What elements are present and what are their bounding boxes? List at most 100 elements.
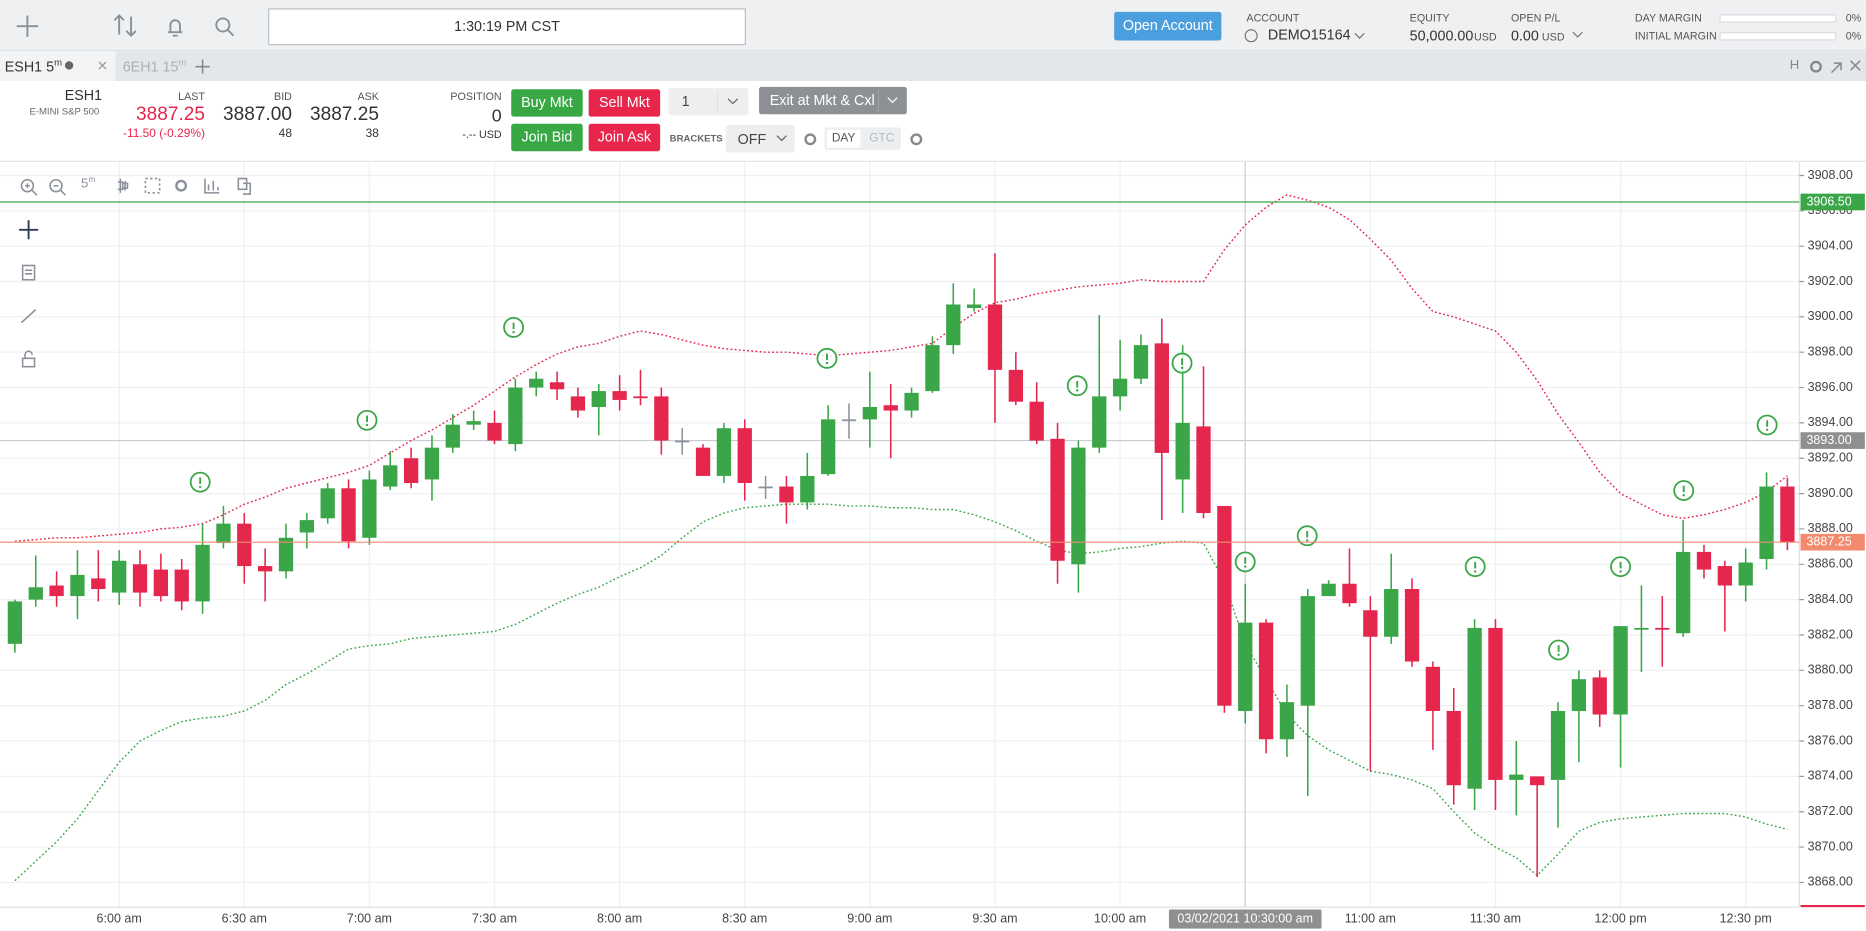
brackets-label: BRACKETS: [669, 133, 723, 145]
y-tick-label: 3896.00: [1808, 380, 1853, 394]
join-ask-button[interactable]: Join Ask: [588, 123, 661, 152]
search-icon[interactable]: [215, 17, 231, 33]
buy-market-button[interactable]: Buy Mkt: [511, 89, 583, 117]
sell-market-button[interactable]: Sell Mkt: [588, 89, 661, 117]
alert-dot: [1305, 539, 1309, 542]
y-tick-label: 3870.00: [1808, 839, 1853, 853]
chart-interval-value: 5: [81, 176, 89, 192]
candle-body: [7, 601, 23, 644]
exit-button[interactable]: Exit at Mkt & Cxl: [759, 86, 907, 115]
alert-icon[interactable]: [816, 347, 838, 369]
candle-body: [1613, 626, 1628, 715]
candle-body: [1759, 486, 1774, 559]
add-tab[interactable]: [191, 55, 215, 79]
open-account-button[interactable]: Open Account: [1114, 11, 1222, 41]
alert-dot: [825, 361, 829, 365]
candle-body: [257, 566, 273, 572]
tab-bar: [0, 51, 1866, 81]
account-id[interactable]: DEMO15164: [1267, 26, 1351, 43]
x-tick-label: 12:30 pm: [1720, 911, 1772, 925]
clock: 1:30:19 PM CST: [268, 8, 746, 46]
transfer-icon[interactable]: [113, 14, 137, 38]
layout-button[interactable]: H: [1789, 58, 1800, 73]
alert-icon[interactable]: [1464, 556, 1486, 578]
tif-toggle[interactable]: DAY GTC: [824, 127, 901, 151]
tab-active[interactable]: [0, 51, 116, 81]
tab-label[interactable]: ESH1 5m: [5, 57, 62, 75]
pl-chevron[interactable]: [1571, 29, 1588, 43]
account-label: ACCOUNT: [1246, 11, 1300, 24]
alert-icon[interactable]: [1171, 352, 1193, 374]
candle-body: [612, 391, 627, 400]
tif-gtc[interactable]: GTC: [869, 132, 895, 146]
candle-body: [1258, 622, 1274, 740]
alert-icon[interactable]: [1756, 414, 1778, 436]
y-tick-label: 3902.00: [1808, 274, 1853, 288]
candle-body: [445, 424, 460, 448]
candle-body: [841, 419, 857, 422]
pl: 0.00: [1510, 27, 1539, 45]
y-tick-label: 3884.00: [1808, 592, 1853, 606]
add-icon[interactable]: [16, 15, 39, 37]
bid-label: BID: [274, 90, 292, 103]
candle-body: [466, 421, 481, 425]
chart-interval[interactable]: 5m: [81, 176, 95, 191]
candle-body: [779, 486, 794, 503]
candle-body: [1363, 610, 1378, 637]
tab-label[interactable]: 6EH1 15m: [123, 57, 187, 75]
candle-body: [1488, 627, 1503, 780]
candle-body: [654, 396, 669, 441]
initial-margin: 0%: [1845, 29, 1862, 42]
alert-dot: [198, 485, 202, 489]
candle-body: [966, 304, 982, 309]
candle-body: [132, 564, 148, 593]
day-margin: 0%: [1845, 11, 1862, 24]
alert-icon[interactable]: [1066, 375, 1088, 397]
alert-icon[interactable]: [1296, 525, 1318, 547]
tab-symbol: 6EH1: [122, 58, 159, 76]
crosshair-time-label: 03/02/2021 10:30:00 am: [1177, 911, 1313, 925]
candle-body: [153, 569, 169, 597]
alert-icon[interactable]: [1234, 551, 1256, 573]
x-tick-label: 12:00 pm: [1595, 911, 1647, 925]
y-tick-label: 3904.00: [1808, 238, 1853, 252]
alert-icon[interactable]: [1673, 480, 1695, 501]
x-tick-label: 8:30 am: [722, 911, 767, 925]
alert-icon[interactable]: [356, 409, 378, 431]
quantity-select[interactable]: 1: [668, 88, 749, 116]
candle-body: [195, 544, 210, 602]
brackets-select[interactable]: OFF: [725, 125, 795, 153]
alert-icon[interactable]: [189, 471, 211, 493]
price-tag-label: 3906.50: [1806, 194, 1851, 208]
band-line: [14, 194, 1788, 543]
alert-dot: [1180, 366, 1184, 370]
candle-body: [987, 304, 1003, 370]
x-tick-label: 9:30 am: [972, 911, 1017, 925]
join-bid-button[interactable]: Join Bid: [511, 123, 583, 152]
x-tick-label: 7:00 am: [347, 911, 392, 925]
candle-body: [1780, 486, 1795, 543]
band-line: [14, 503, 1788, 882]
equity-label: EQUITY: [1409, 11, 1450, 24]
y-tick-label: 3880.00: [1808, 663, 1853, 677]
candle-body: [487, 422, 502, 441]
alert-icon[interactable]: [503, 316, 525, 338]
candle-body: [424, 447, 440, 480]
y-tick-label: 3876.00: [1808, 733, 1853, 747]
candle-body: [508, 387, 523, 445]
candle-body: [1634, 627, 1649, 630]
candle-body: [28, 587, 43, 600]
candle-body: [904, 392, 919, 411]
exit-chevron: [878, 89, 898, 112]
candle-body: [1112, 378, 1128, 397]
candle-body: [1342, 583, 1357, 604]
alert-icon[interactable]: [1548, 639, 1570, 661]
chart-interval-unit: m: [88, 176, 96, 185]
bell-icon[interactable]: [168, 19, 183, 37]
day-margin-label: DAY MARGIN: [1634, 11, 1702, 24]
candle-body: [883, 405, 898, 411]
y-tick-label: 3900.00: [1808, 309, 1853, 323]
x-tick-label: 6:00 am: [97, 911, 142, 925]
alert-icon[interactable]: [1610, 556, 1632, 578]
tif-day[interactable]: DAY: [826, 129, 861, 148]
